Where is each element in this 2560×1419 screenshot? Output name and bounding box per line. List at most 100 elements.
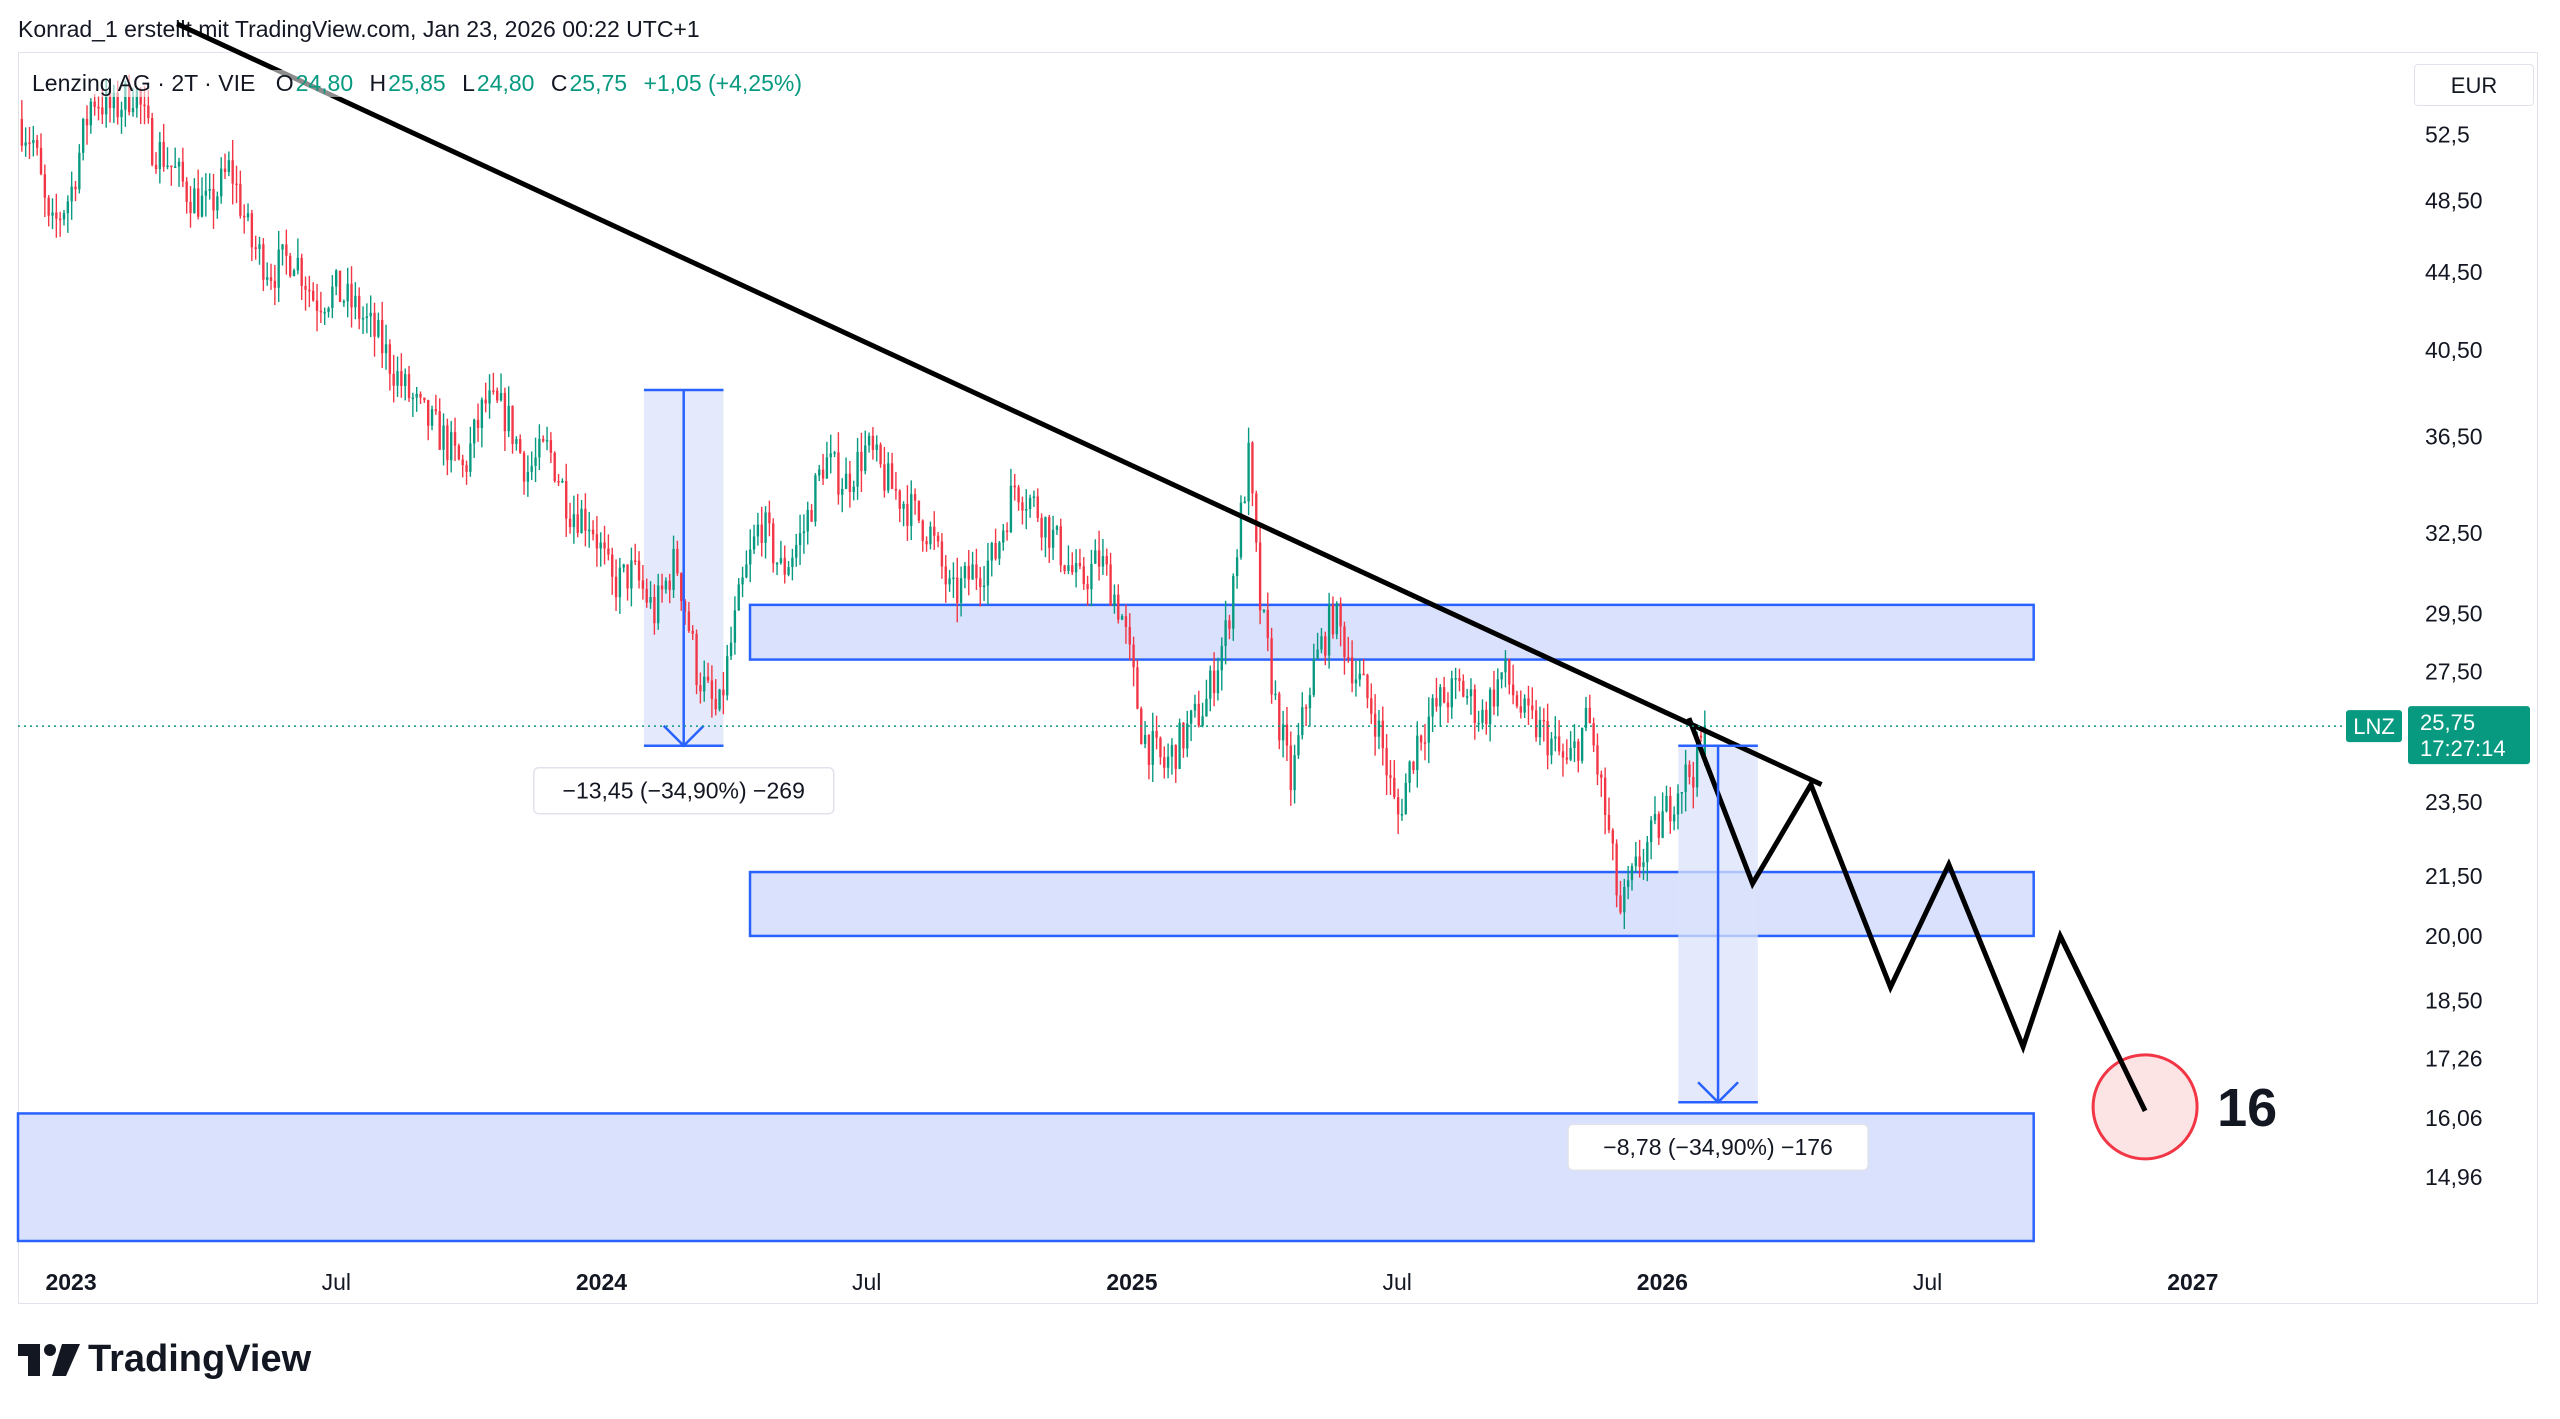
candle-up — [120, 109, 123, 118]
candle-down — [1013, 485, 1016, 488]
candle-down — [35, 140, 39, 148]
candle-down — [645, 588, 648, 603]
candle-up — [526, 471, 530, 482]
price-tick-label: 20,00 — [2425, 923, 2483, 949]
candle-down — [315, 300, 319, 311]
chart-frame[interactable] — [18, 52, 2538, 1304]
last-price-countdown: 17:27:14 — [2420, 736, 2506, 761]
candle-down — [933, 526, 936, 536]
candle-down — [1366, 674, 1369, 699]
candle-up — [787, 567, 790, 575]
candle-down — [1527, 698, 1530, 706]
candle-down — [212, 188, 215, 211]
candle-up — [1327, 605, 1331, 656]
measure-2024-label-text: −13,45 (−34,90%) −269 — [563, 778, 805, 804]
legend-high: 25,85 — [388, 70, 446, 96]
candle-down — [223, 168, 227, 172]
candle-down — [496, 390, 499, 401]
candle-down — [956, 577, 959, 603]
candle-down — [1385, 748, 1388, 776]
candle-up — [1427, 716, 1430, 743]
candle-down — [1669, 795, 1672, 822]
candle-up — [1235, 557, 1239, 576]
candle-up — [572, 514, 576, 528]
candle-down — [660, 585, 664, 590]
candle-up — [814, 475, 817, 522]
candle-down — [407, 374, 411, 399]
candle-up — [672, 548, 675, 590]
price-tick-label: 17,26 — [2425, 1045, 2483, 1071]
candle-down — [101, 107, 104, 115]
candle-down — [557, 481, 560, 483]
candle-up — [331, 286, 334, 309]
candle-up — [530, 465, 533, 472]
symbol-legend[interactable]: Lenzing AG · 2T · VIE O24,80 H25,85 L24,… — [32, 70, 812, 97]
target-price-label: 16 — [2217, 1078, 2277, 1138]
candle-down — [695, 633, 698, 686]
candle-up — [618, 567, 622, 598]
currency-selector[interactable]: EUR — [2414, 64, 2534, 106]
candle-up — [430, 409, 434, 426]
candle-down — [879, 444, 882, 465]
candle-up — [1404, 782, 1407, 815]
candle-up — [1354, 679, 1358, 684]
candle-up — [1297, 735, 1300, 756]
candle-down — [476, 419, 480, 429]
candle-down — [591, 529, 595, 535]
candle-up — [323, 311, 326, 314]
candle-down — [300, 257, 303, 286]
time-tick-label: 2026 — [1637, 1269, 1688, 1295]
price-tick-label: 23,50 — [2425, 789, 2483, 815]
tradingview-logo-icon — [18, 1343, 80, 1376]
candle-down — [1278, 693, 1281, 741]
candle-down — [1393, 777, 1396, 798]
candle-down — [1577, 741, 1580, 761]
measure-2026-label-text: −8,78 (−34,90%) −176 — [1603, 1134, 1833, 1160]
candle-up — [1143, 734, 1147, 744]
candle-down — [1692, 776, 1695, 788]
candle-up — [990, 543, 993, 561]
candle-up — [718, 689, 721, 710]
price-tick-label: 18,50 — [2425, 988, 2483, 1014]
candle-up — [1170, 745, 1174, 757]
candle-up — [910, 494, 913, 526]
candle-down — [1036, 496, 1039, 518]
candle-down — [1699, 735, 1703, 738]
candle-down — [626, 564, 629, 589]
candle-down — [913, 494, 917, 501]
candle-down — [699, 685, 702, 692]
candle-down — [1615, 843, 1618, 896]
candle-up — [1450, 678, 1453, 708]
price-tick-label: 32,50 — [2425, 520, 2483, 546]
candle-up — [442, 425, 445, 450]
measure-2026-arrow-head — [1697, 1081, 1739, 1104]
candle-up — [1523, 698, 1526, 713]
candle-up — [729, 642, 733, 657]
candle-up — [733, 610, 737, 643]
candle-down — [611, 554, 614, 577]
legend-low: 24,80 — [476, 70, 535, 96]
candle-down — [821, 469, 825, 479]
candle-up — [1120, 616, 1124, 620]
candle-up — [1695, 735, 1699, 788]
tradingview-logo[interactable]: TradingView — [18, 1338, 311, 1381]
candle-up — [1055, 526, 1059, 530]
candle-up — [1408, 761, 1411, 783]
candle-down — [1531, 705, 1534, 711]
legend-close: 25,75 — [569, 70, 628, 96]
candle-up — [1653, 813, 1657, 821]
candle-down — [1638, 856, 1641, 867]
candle-up — [867, 435, 871, 446]
candle-up — [507, 405, 510, 432]
price-tick-label: 36,50 — [2425, 423, 2483, 449]
candle-down — [1373, 713, 1377, 737]
candle-down — [1546, 720, 1549, 756]
candle-down — [687, 611, 691, 631]
legend-low-key: L — [462, 70, 475, 96]
candle-down — [1159, 737, 1162, 758]
candle-down — [373, 312, 376, 337]
candle-up — [749, 549, 752, 565]
candle-up — [1465, 696, 1469, 698]
